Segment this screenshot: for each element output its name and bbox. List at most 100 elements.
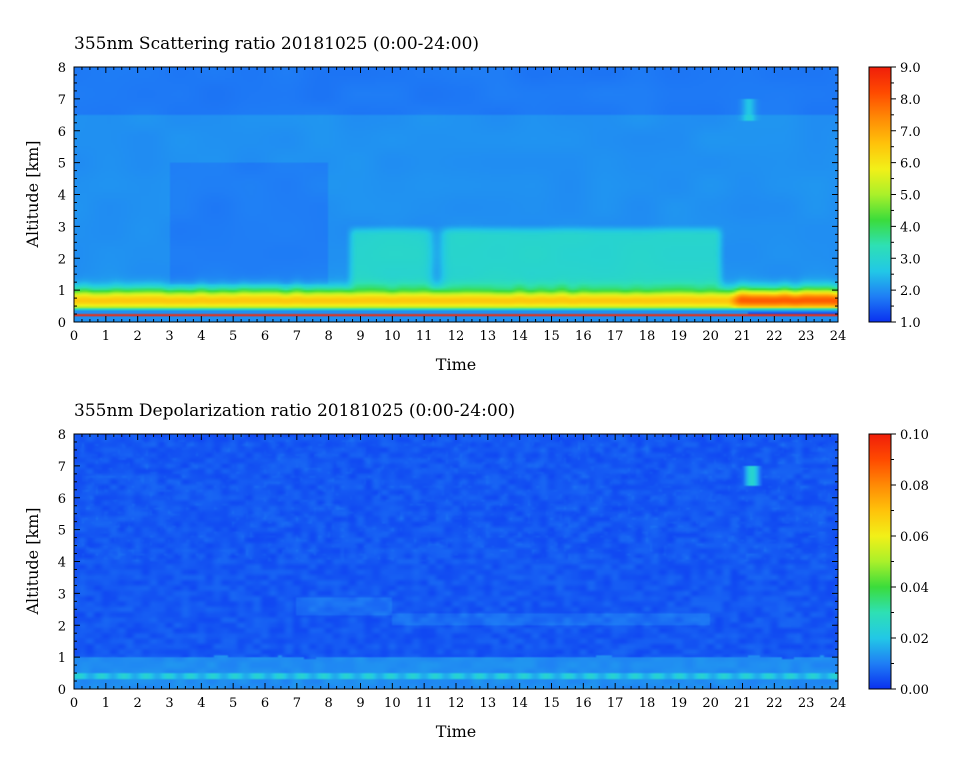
- colorbar-tick-label: 0.08: [900, 479, 929, 494]
- x-tick-label: 15: [543, 329, 560, 344]
- scattering-ratio-panel: 355nm Scattering ratio 20181025 (0:00-24…: [23, 34, 921, 374]
- x-tick-label: 9: [356, 696, 364, 711]
- colorbar-tick-label: 3.0: [900, 252, 921, 267]
- x-tick-label: 1: [102, 696, 110, 711]
- x-tick-label: 24: [830, 696, 847, 711]
- x-tick-label: 0: [70, 696, 78, 711]
- scattering-ratio-heatmap: [74, 67, 838, 322]
- x-tick-label: 24: [830, 329, 847, 344]
- x-tick-label: 6: [261, 696, 269, 711]
- x-tick-label: 4: [197, 329, 205, 344]
- x-tick-label: 8: [325, 696, 333, 711]
- x-tick-label: 5: [229, 329, 237, 344]
- y-tick-label: 1: [58, 651, 66, 666]
- x-tick-label: 13: [480, 329, 497, 344]
- x-tick-label: 1: [102, 329, 110, 344]
- x-tick-label: 16: [575, 696, 592, 711]
- y-tick-label: 6: [58, 125, 66, 140]
- depolarization-ratio-x-axis: 0 1 2 3 4 5 6 7 8 9 10 11 12 13 14 15 16 17 18 19 20 21 22 23 24: [70, 434, 846, 711]
- scattering-ratio-colorbar-ramp: [868, 66, 892, 323]
- x-tick-label: 11: [416, 696, 433, 711]
- x-tick-label: 21: [734, 329, 751, 344]
- y-tick-label: 4: [58, 556, 66, 571]
- x-tick-label: 22: [766, 696, 783, 711]
- scattering-ratio-y-label: Altitude [km]: [23, 140, 42, 248]
- x-tick-label: 13: [480, 696, 497, 711]
- x-tick-label: 3: [165, 696, 173, 711]
- x-tick-label: 22: [766, 329, 783, 344]
- depolarization-ratio-colorbar: 0.00 0.02 0.04 0.06 0.08 0.10: [868, 428, 929, 698]
- colorbar-tick-label: 7.0: [900, 125, 921, 140]
- y-tick-label: 1: [58, 284, 66, 299]
- scattering-ratio-colorbar-ticks: 1.0 2.0 3.0 4.0 5.0 6.0 7.0 8.0 9.0: [891, 61, 921, 331]
- colorbar-tick-label: 4.0: [900, 220, 921, 235]
- colorbar-tick-label: 9.0: [900, 61, 921, 76]
- x-tick-label: 2: [134, 696, 142, 711]
- y-tick-label: 5: [58, 524, 66, 539]
- depolarization-ratio-heatmap: [74, 434, 838, 689]
- colorbar-tick-label: 0.04: [900, 581, 929, 596]
- x-tick-label: 23: [798, 696, 815, 711]
- colorbar-tick-label: 8.0: [900, 93, 921, 108]
- depolarization-ratio-colorbar-ramp: [868, 433, 892, 690]
- scattering-ratio-image: [74, 67, 838, 322]
- depolarization-ratio-title: 355nm Depolarization ratio 20181025 (0:0…: [74, 401, 515, 421]
- scattering-ratio-title: 355nm Scattering ratio 20181025 (0:00-24…: [74, 34, 479, 54]
- colorbar-tick-label: 0.02: [900, 632, 929, 647]
- x-tick-label: 7: [293, 329, 301, 344]
- colorbar-tick-label: 0.06: [900, 530, 929, 545]
- x-tick-label: 8: [325, 329, 333, 344]
- scattering-ratio-y-axis: 0 1 2 3 4 5 6 7 8: [58, 61, 838, 331]
- x-tick-label: 10: [384, 329, 401, 344]
- colorbar-tick-label: 6.0: [900, 157, 921, 172]
- x-tick-label: 18: [639, 329, 656, 344]
- x-tick-label: 2: [134, 329, 142, 344]
- depolarization-ratio-x-label: Time: [436, 722, 476, 741]
- x-tick-label: 15: [543, 696, 560, 711]
- y-tick-label: 0: [58, 316, 66, 331]
- colorbar-tick-label: 2.0: [900, 284, 921, 299]
- x-tick-label: 11: [416, 329, 433, 344]
- depolarization-ratio-colorbar-ticks: 0.00 0.02 0.04 0.06 0.08 0.10: [891, 428, 929, 698]
- y-tick-label: 0: [58, 683, 66, 698]
- x-tick-label: 16: [575, 329, 592, 344]
- x-tick-label: 7: [293, 696, 301, 711]
- y-tick-label: 5: [58, 157, 66, 172]
- x-tick-label: 0: [70, 329, 78, 344]
- y-tick-label: 3: [58, 220, 66, 235]
- x-tick-label: 23: [798, 329, 815, 344]
- colorbar-tick-label: 0.10: [900, 428, 929, 443]
- x-tick-label: 14: [511, 329, 528, 344]
- x-tick-label: 4: [197, 696, 205, 711]
- x-tick-label: 19: [671, 696, 688, 711]
- x-tick-label: 9: [356, 329, 364, 344]
- scattering-ratio-colorbar: 1.0 2.0 3.0 4.0 5.0 6.0 7.0 8.0 9.0: [868, 61, 921, 331]
- x-tick-label: 20: [702, 696, 719, 711]
- x-tick-label: 12: [448, 329, 465, 344]
- colorbar-tick-label: 5.0: [900, 189, 921, 204]
- depolarization-ratio-panel: 355nm Depolarization ratio 20181025 (0:0…: [23, 401, 929, 741]
- x-tick-label: 12: [448, 696, 465, 711]
- y-tick-label: 4: [58, 189, 66, 204]
- y-tick-label: 7: [58, 460, 66, 475]
- x-tick-label: 18: [639, 696, 656, 711]
- y-tick-label: 7: [58, 93, 66, 108]
- y-tick-label: 2: [58, 619, 66, 634]
- colorbar-tick-label: 0.00: [900, 683, 929, 698]
- y-tick-label: 8: [58, 61, 66, 76]
- x-tick-label: 17: [607, 329, 624, 344]
- x-tick-label: 19: [671, 329, 688, 344]
- y-tick-label: 8: [58, 428, 66, 443]
- y-tick-label: 6: [58, 492, 66, 507]
- x-tick-label: 10: [384, 696, 401, 711]
- x-tick-label: 17: [607, 696, 624, 711]
- x-tick-label: 14: [511, 696, 528, 711]
- y-tick-label: 2: [58, 252, 66, 267]
- y-tick-label: 3: [58, 587, 66, 602]
- depolarization-ratio-image: [74, 434, 838, 689]
- x-tick-label: 20: [702, 329, 719, 344]
- colorbar-tick-label: 1.0: [900, 316, 921, 331]
- x-tick-label: 21: [734, 696, 751, 711]
- scattering-ratio-x-axis: 0 1 2 3 4 5 6 7 8 9 10 11 12 13 14 15 16 17 18 19 20 21 22 23 24: [70, 67, 846, 344]
